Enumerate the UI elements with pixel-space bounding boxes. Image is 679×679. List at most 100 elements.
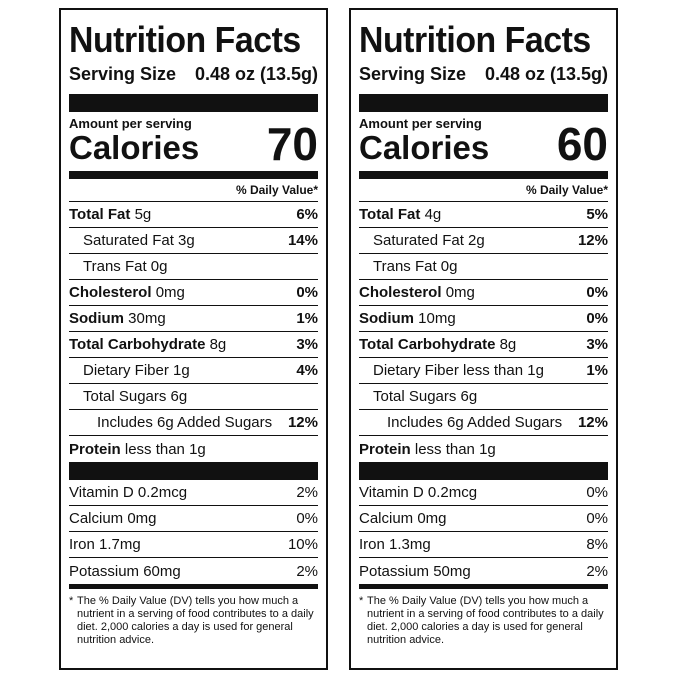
nutrient-dv: 0%: [296, 284, 318, 301]
calories-label: Calories: [69, 129, 200, 166]
total-sugars-row: Total Sugars 6g: [359, 384, 608, 410]
saturated-fat-row: Saturated Fat 2g 12%: [359, 228, 608, 254]
nutrition-facts-panel-right: Nutrition Facts Serving Size 0.48 oz (13…: [349, 8, 618, 670]
nutrient-amount: less than 1g: [124, 440, 206, 458]
nutrient-amount: 30mg: [128, 310, 166, 327]
nutrient-label: Total Fat: [359, 206, 421, 223]
amount-per-serving: Amount per serving: [69, 116, 192, 131]
nutrient-dv: 3%: [296, 336, 318, 353]
nutrient-label: Vitamin D 0.2mcg: [359, 484, 478, 501]
calories-row: Calories 60: [359, 121, 608, 167]
nutrient-dv: 2%: [296, 484, 318, 501]
thick-divider: [359, 94, 608, 112]
vitamin-d-row: Vitamin D 0.2mcg 0%: [359, 480, 608, 506]
iron-row: Iron 1.7mg 10%: [69, 532, 318, 558]
nutrient-label: Protein: [359, 440, 411, 458]
total-carbohydrate-row: Total Carbohydrate 8g 3%: [69, 332, 318, 358]
nutrient-dv: 8%: [586, 536, 608, 553]
trans-fat-row: Trans Fat 0g: [69, 254, 318, 280]
serving-size-row: Serving Size 0.48 oz (13.5g): [359, 64, 608, 88]
thick-divider: [359, 462, 608, 480]
nutrient-amount: 0mg: [445, 284, 475, 301]
nutrient-label: Saturated Fat 3g: [83, 232, 195, 249]
medium-divider: [359, 171, 608, 179]
daily-value-header: % Daily Value*: [359, 179, 608, 202]
panel-title: Nutrition Facts: [69, 19, 301, 60]
nutrient-label: Protein: [69, 440, 121, 458]
nutrient-dv: 0%: [586, 284, 608, 301]
footnote-asterisk: *: [359, 595, 364, 607]
calcium-row: Calcium 0mg 0%: [69, 506, 318, 532]
nutrient-dv: 3%: [586, 336, 608, 353]
nutrient-label: Trans Fat 0g: [373, 258, 458, 275]
nutrient-label: Calcium 0mg: [69, 510, 157, 527]
nutrient-dv: 12%: [577, 232, 608, 249]
nutrient-label: Dietary Fiber less than 1g: [373, 362, 544, 379]
calories-value: 60: [556, 118, 608, 170]
nutrient-amount: 8g: [209, 336, 227, 353]
nutrient-label: Trans Fat 0g: [83, 258, 168, 275]
dietary-fiber-row: Dietary Fiber 1g 4%: [69, 358, 318, 384]
footnote: * The % Daily Value (DV) tells you how m…: [69, 595, 318, 647]
nutrient-dv: 5%: [586, 206, 608, 223]
nutrient-label: Potassium 50mg: [359, 562, 471, 580]
nutrient-dv: 6%: [296, 206, 318, 223]
calories-value: 70: [266, 118, 318, 170]
vitamin-d-row: Vitamin D 0.2mcg 2%: [69, 480, 318, 506]
saturated-fat-row: Saturated Fat 3g 14%: [69, 228, 318, 254]
amount-per-serving: Amount per serving: [359, 116, 482, 131]
sodium-row: Sodium 30mg 1%: [69, 306, 318, 332]
nutrient-label: Vitamin D 0.2mcg: [69, 484, 188, 501]
nutrient-label: Includes 6g Added Sugars: [387, 414, 563, 431]
cholesterol-row: Cholesterol 0mg 0%: [359, 280, 608, 306]
nutrient-label: Potassium 60mg: [69, 562, 181, 580]
nutrient-label: Total Carbohydrate: [359, 336, 496, 353]
footnote: * The % Daily Value (DV) tells you how m…: [359, 595, 608, 647]
nutrient-label: Sodium: [359, 310, 414, 327]
trans-fat-row: Trans Fat 0g: [359, 254, 608, 280]
calories-row: Calories 70: [69, 121, 318, 167]
panel-title: Nutrition Facts: [359, 19, 591, 60]
nutrient-dv: 4%: [296, 362, 318, 379]
protein-row: Protein less than 1g: [69, 436, 318, 462]
nutrient-label: Iron 1.3mg: [359, 536, 431, 553]
nutrient-amount: 10mg: [418, 310, 456, 327]
nutrient-label: Iron 1.7mg: [69, 536, 141, 553]
serving-size-label: Serving Size: [359, 64, 467, 84]
nutrient-label: Dietary Fiber 1g: [83, 362, 190, 379]
nutrient-label: Total Carbohydrate: [69, 336, 206, 353]
nutrient-label: Saturated Fat 2g: [373, 232, 485, 249]
potassium-row: Potassium 60mg 2%: [69, 558, 318, 584]
nutrient-dv: 1%: [296, 310, 318, 327]
nutrient-amount: 8g: [499, 336, 517, 353]
nutrient-label: Total Sugars 6g: [83, 388, 188, 405]
total-fat-row: Total Fat 5g 6%: [69, 202, 318, 228]
nutrient-label: Cholesterol: [359, 284, 442, 301]
medium-divider: [69, 171, 318, 179]
calcium-row: Calcium 0mg 0%: [359, 506, 608, 532]
nutrition-facts-panel-left: Nutrition Facts Serving Size 0.48 oz (13…: [59, 8, 328, 670]
serving-size-value: 0.48 oz (13.5g): [484, 64, 608, 84]
serving-size-label: Serving Size: [69, 64, 177, 84]
nutrient-dv: 1%: [586, 362, 608, 379]
serving-size-row: Serving Size 0.48 oz (13.5g): [69, 64, 318, 88]
nutrient-dv: 12%: [287, 414, 318, 431]
nutrient-dv: 2%: [296, 562, 318, 580]
nutrient-label: Total Sugars 6g: [373, 388, 478, 405]
nutrient-dv: 14%: [287, 232, 318, 249]
footnote-text: The % Daily Value (DV) tells you how muc…: [77, 595, 314, 646]
nutrient-label: Cholesterol: [69, 284, 152, 301]
footnote-asterisk: *: [69, 595, 74, 607]
nutrient-amount: less than 1g: [414, 440, 496, 458]
nutrient-dv: 2%: [586, 562, 608, 580]
footer-divider: [69, 584, 318, 589]
nutrient-label: Includes 6g Added Sugars: [97, 414, 273, 431]
nutrient-amount: 5g: [134, 206, 152, 223]
iron-row: Iron 1.3mg 8%: [359, 532, 608, 558]
nutrient-dv: 12%: [577, 414, 608, 431]
potassium-row: Potassium 50mg 2%: [359, 558, 608, 584]
nutrient-label: Calcium 0mg: [359, 510, 447, 527]
sodium-row: Sodium 10mg 0%: [359, 306, 608, 332]
nutrient-dv: 0%: [296, 510, 318, 527]
thick-divider: [69, 462, 318, 480]
